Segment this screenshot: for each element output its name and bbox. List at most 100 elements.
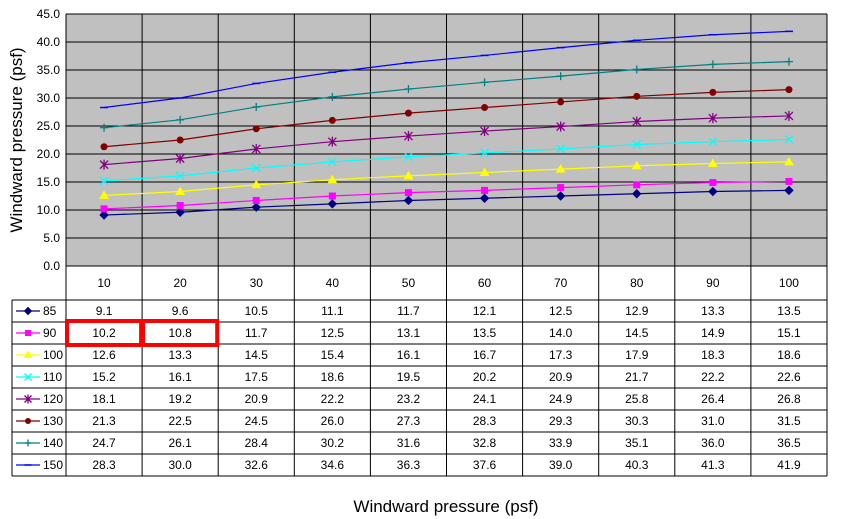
circle-marker — [557, 98, 565, 106]
plus-marker — [252, 102, 261, 111]
series-90 — [100, 177, 793, 213]
x-category-label: 10 — [97, 276, 111, 290]
triangle-marker — [251, 179, 262, 189]
table-cell: 13.1 — [397, 326, 421, 340]
table-cell: 41.3 — [701, 458, 725, 472]
table-cell: 19.5 — [397, 370, 421, 384]
diamond-marker — [632, 189, 642, 199]
table-cell: 22.6 — [777, 370, 801, 384]
x-marker — [784, 134, 794, 144]
y-tick-label: 40.0 — [37, 35, 61, 49]
highlight-box — [65, 319, 144, 347]
table-cell: 27.3 — [397, 414, 421, 428]
table-cell: 28.4 — [245, 436, 269, 450]
legend-key-150: 150 — [16, 458, 63, 472]
x-marker — [251, 163, 261, 173]
square-marker — [633, 181, 641, 189]
table-cell: 22.2 — [321, 392, 345, 406]
table-cell: 36.3 — [397, 458, 421, 472]
legend-label: 85 — [43, 304, 57, 318]
square-marker — [557, 184, 565, 192]
series-120 — [99, 110, 794, 170]
table-cell: 13.5 — [473, 326, 497, 340]
table-cell: 17.5 — [245, 370, 269, 384]
y-tick-label: 20.0 — [37, 147, 61, 161]
plus-marker — [176, 115, 185, 124]
plus-marker — [100, 123, 109, 132]
table-cell: 16.1 — [168, 370, 192, 384]
series-line — [104, 115, 789, 166]
series-line — [103, 30, 789, 109]
triangle-marker — [175, 186, 186, 196]
y-tick-label: 35.0 — [37, 63, 61, 77]
circle-marker — [252, 125, 260, 133]
legend-label: 140 — [43, 436, 63, 450]
table-cell: 11.1 — [321, 304, 344, 318]
table-cell: 14.9 — [701, 326, 725, 340]
x-category-label: 20 — [173, 276, 187, 290]
triangle-marker — [327, 174, 338, 184]
legend-label: 120 — [43, 392, 63, 406]
triangle-marker — [23, 350, 33, 358]
table-cell: 35.1 — [625, 436, 649, 450]
star-marker — [480, 126, 490, 137]
legend-label: 100 — [43, 348, 63, 362]
series-line — [104, 189, 789, 216]
triangle-marker — [784, 156, 794, 166]
circle-marker — [404, 109, 412, 117]
table-cell: 30.3 — [625, 414, 649, 428]
table-cell: 21.7 — [625, 370, 649, 384]
x-marker — [556, 144, 566, 154]
table-cell: 32.6 — [245, 458, 269, 472]
square-marker — [25, 330, 31, 336]
table-cell: 14.5 — [245, 348, 269, 362]
series-line — [103, 89, 789, 148]
diamond-marker — [403, 195, 414, 206]
square-marker — [709, 179, 717, 187]
x-marker — [632, 140, 642, 149]
x-marker — [175, 171, 185, 181]
table-cell: 15.2 — [92, 370, 116, 384]
table-cell: 28.3 — [473, 414, 497, 428]
star-marker — [251, 143, 261, 154]
table-cell: 11.7 — [397, 304, 420, 318]
table-cell: 32.8 — [473, 436, 497, 450]
highlight-box — [141, 319, 220, 347]
plus-marker — [632, 65, 641, 74]
x-category-label: 80 — [630, 276, 644, 290]
plus-marker — [784, 57, 793, 66]
plus-marker — [708, 60, 717, 69]
series-85 — [99, 185, 794, 220]
table-cell: 14.0 — [549, 326, 573, 340]
triangle-marker — [479, 167, 490, 176]
table-cell: 31.5 — [777, 414, 801, 428]
table-cell: 36.5 — [777, 436, 801, 450]
table-cell: 24.7 — [92, 436, 116, 450]
table-cell: 22.5 — [168, 414, 192, 428]
plus-marker — [328, 92, 337, 101]
star-marker — [708, 113, 718, 124]
table-cell: 26.8 — [777, 392, 801, 406]
table-cell: 36.0 — [701, 436, 725, 450]
triangle-marker — [631, 160, 642, 170]
star-marker — [403, 131, 413, 142]
y-tick-label: 5.0 — [43, 231, 60, 245]
y-axis-title: Windward pressure (psf) — [7, 47, 26, 232]
table-cell: 22.2 — [701, 370, 725, 384]
x-category-label: 60 — [478, 276, 492, 290]
circle-marker — [785, 86, 793, 94]
square-marker — [176, 202, 184, 210]
grid-lines — [65, 13, 828, 267]
square-marker — [785, 177, 793, 185]
y-tick-label: 0.0 — [43, 259, 60, 273]
diamond-marker — [708, 186, 718, 197]
table-cell: 34.6 — [321, 458, 345, 472]
table-cell: 12.1 — [473, 304, 497, 318]
table-cell: 17.9 — [625, 348, 649, 362]
star-marker — [175, 153, 185, 164]
table-cell: 16.1 — [397, 348, 421, 362]
plus-marker — [480, 78, 489, 87]
table-cell: 20.2 — [473, 370, 497, 384]
diamond-marker — [251, 202, 261, 212]
